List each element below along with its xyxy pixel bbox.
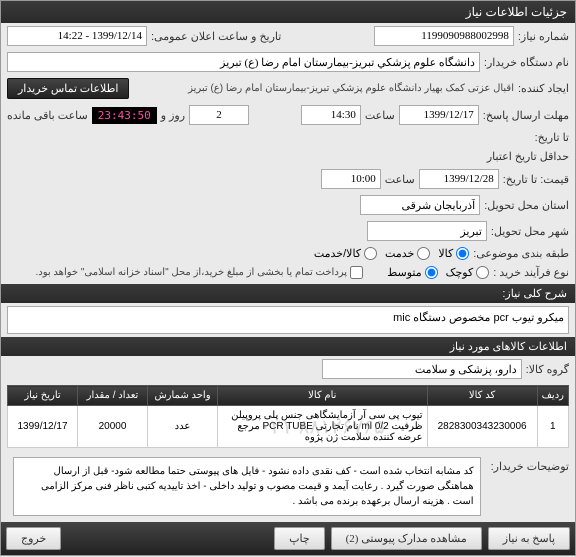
row-credit: حداقل تاریخ اعتبار <box>1 147 575 166</box>
cell-unit: عدد <box>148 406 218 448</box>
credit-label: حداقل تاریخ اعتبار <box>487 150 569 163</box>
creator-label: ایجاد کننده: <box>518 82 569 95</box>
to-date-label: تا تاریخ: <box>535 131 569 144</box>
cell-qty: 20000 <box>78 406 148 448</box>
class-goods-service-label: کالا/خدمت <box>314 247 361 260</box>
process-small-label: کوچک <box>446 266 474 279</box>
row-buyer-notes: توضیحات خریدار: کد مشابه انتخاب شده است … <box>1 451 575 522</box>
cell-name: تیوب پی سی آر آزمایشگاهی جنس پلی پروپیلن… <box>218 406 428 448</box>
cell-idx: 1 <box>537 406 568 448</box>
buyer-notes-label: توضیحات خریدار: <box>491 454 569 473</box>
send-time-label: ساعت <box>365 109 395 122</box>
contact-buyer-button[interactable]: اطلاعات تماس خریدار <box>7 78 129 99</box>
remain-days-label: روز و <box>161 109 185 122</box>
buyer-notes-text: کد مشابه انتخاب شده است - کف نقدی داده ن… <box>41 466 474 507</box>
panel-title: جزئیات اطلاعات نیاز <box>466 5 567 19</box>
class-service-label: خدمت <box>385 247 414 260</box>
payment-note: پرداخت تمام یا بخشی از مبلغ خرید،از محل … <box>35 267 347 278</box>
process-label: نوع فرآیند خرید : <box>493 266 569 279</box>
row-to-date: تا تاریخ: <box>1 128 575 147</box>
col-date: تاریخ نیاز <box>8 386 78 406</box>
class-goods-service-radio[interactable] <box>364 247 377 260</box>
row-province: استان محل تحویل: <box>1 192 575 218</box>
group-input[interactable] <box>322 359 522 379</box>
process-medium-radio[interactable] <box>425 266 438 279</box>
row-price-date: قیمت: تا تاریخ: ساعت <box>1 166 575 192</box>
province-label: استان محل تحویل: <box>484 199 569 212</box>
city-input[interactable] <box>367 221 487 241</box>
city-label: شهر محل تحویل: <box>491 225 569 238</box>
class-goods-label: کالا <box>438 247 453 260</box>
attachments-button[interactable]: مشاهده مدارک پیوستی (2) <box>331 527 482 550</box>
col-qty: تعداد / مقدار <box>78 386 148 406</box>
buyer-name-input[interactable] <box>7 52 480 72</box>
exit-button[interactable]: خروج <box>6 527 61 550</box>
desc-header: شرح کلی نیاز: <box>1 284 575 303</box>
send-deadline-label: مهلت ارسال پاسخ: <box>483 109 569 122</box>
col-name: نام کالا <box>218 386 428 406</box>
process-radio-group: کوچک متوسط <box>387 266 489 279</box>
class-radio-group: کالا خدمت کالا/خدمت <box>314 247 469 260</box>
class-goods-radio[interactable] <box>456 247 469 260</box>
footer-bar: پاسخ به نیاز مشاهده مدارک پیوستی (2) چاپ… <box>1 522 575 555</box>
province-input[interactable] <box>360 195 480 215</box>
countdown-timer: 23:43:50 <box>92 107 157 124</box>
send-time-input[interactable] <box>301 105 361 125</box>
panel-header: جزئیات اطلاعات نیاز <box>1 1 575 23</box>
price-time-label: ساعت <box>385 173 415 186</box>
remain-suffix: ساعت باقی مانده <box>7 109 88 122</box>
payment-checkbox-wrap[interactable]: پرداخت تمام یا بخشی از مبلغ خرید،از محل … <box>35 266 363 279</box>
send-date-input[interactable] <box>399 105 479 125</box>
process-small-radio[interactable] <box>476 266 489 279</box>
col-unit: واحد شمارش <box>148 386 218 406</box>
cell-date: 1399/12/17 <box>8 406 78 448</box>
cell-code: 2828300343230006 <box>427 406 537 448</box>
need-no-input[interactable] <box>374 26 514 46</box>
row-city: شهر محل تحویل: <box>1 218 575 244</box>
class-label: طبقه بندی موضوعی: <box>473 247 569 260</box>
buyer-notes-box: کد مشابه انتخاب شده است - کف نقدی داده ن… <box>13 457 481 516</box>
process-medium-label: متوسط <box>387 266 422 279</box>
table-row: 1 2828300343230006 تیوب پی سی آر آزمایشگ… <box>8 406 569 448</box>
creator-value: اقبال عزتی کمک بهیار دانشگاه علوم پزشکي … <box>133 83 514 94</box>
row-need-no: شماره نیاز: تاریخ و ساعت اعلان عمومی: <box>1 23 575 49</box>
payment-checkbox[interactable] <box>350 266 363 279</box>
col-idx: ردیف <box>537 386 568 406</box>
need-no-label: شماره نیاز: <box>518 30 569 43</box>
row-buyer-name: نام دستگاه خریدار: <box>1 49 575 75</box>
remain-days-input[interactable] <box>189 105 249 125</box>
main-panel: جزئیات اطلاعات نیاز شماره نیاز: تاریخ و … <box>0 0 576 556</box>
announce-input[interactable] <box>7 26 147 46</box>
row-classification: طبقه بندی موضوعی: کالا خدمت کالا/خدمت <box>1 244 575 263</box>
items-header-row: ردیف کد کالا نام کالا واحد شمارش تعداد /… <box>8 386 569 406</box>
class-goods-service-option[interactable]: کالا/خدمت <box>314 247 377 260</box>
col-code: کد کالا <box>427 386 537 406</box>
process-medium-option[interactable]: متوسط <box>387 266 438 279</box>
items-table: ردیف کد کالا نام کالا واحد شمارش تعداد /… <box>7 385 569 448</box>
reply-button[interactable]: پاسخ به نیاز <box>488 527 570 550</box>
class-goods-option[interactable]: کالا <box>438 247 469 260</box>
row-deadline: مهلت ارسال پاسخ: ساعت روز و 23:43:50 ساع… <box>1 102 575 128</box>
process-small-option[interactable]: کوچک <box>446 266 490 279</box>
price-date-input[interactable] <box>419 169 499 189</box>
class-service-option[interactable]: خدمت <box>385 247 430 260</box>
price-to-label: قیمت: تا تاریخ: <box>503 173 569 186</box>
class-service-radio[interactable] <box>417 247 430 260</box>
announce-label: تاریخ و ساعت اعلان عمومی: <box>151 30 281 43</box>
buyer-name-label: نام دستگاه خریدار: <box>484 56 569 69</box>
items-header: اطلاعات کالاهای مورد نیاز <box>1 337 575 356</box>
desc-box: میکرو تیوب pcr مخصوص دستگاه mic <box>7 306 569 334</box>
group-label: گروه کالا: <box>526 363 569 376</box>
price-time-input[interactable] <box>321 169 381 189</box>
print-button[interactable]: چاپ <box>274 527 325 550</box>
row-creator: ایجاد کننده: اقبال عزتی کمک بهیار دانشگا… <box>1 75 575 102</box>
row-group: گروه کالا: <box>1 356 575 382</box>
row-process: نوع فرآیند خرید : کوچک متوسط پرداخت تمام… <box>1 263 575 282</box>
cell-name-text: تیوب پی سی آر آزمایشگاهی جنس پلی پروپیلن… <box>231 410 422 443</box>
